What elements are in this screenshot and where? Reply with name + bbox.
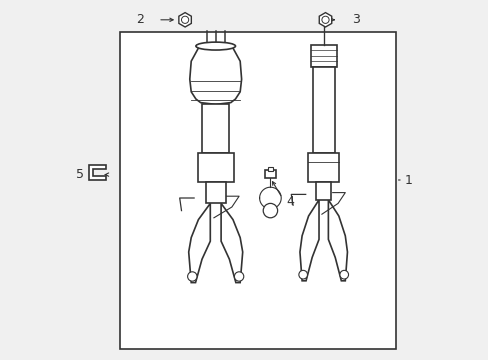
Bar [264,170,276,178]
Bar [307,153,339,182]
Text: 3: 3 [352,13,360,26]
Text: 4: 4 [285,195,293,208]
Circle shape [263,203,277,218]
Circle shape [321,16,328,23]
Bar [312,67,334,153]
Circle shape [181,16,188,23]
Bar [267,167,273,171]
Ellipse shape [196,42,235,50]
Polygon shape [188,203,210,283]
Text: 5: 5 [76,168,84,181]
Polygon shape [189,46,241,104]
Polygon shape [89,165,106,180]
Bar [205,182,225,203]
Text: 1: 1 [404,174,411,186]
Text: 2: 2 [136,13,143,26]
Polygon shape [319,13,331,27]
Bar [197,153,233,182]
Polygon shape [179,13,191,27]
Circle shape [234,272,244,281]
Circle shape [187,272,197,281]
Bar [120,32,395,349]
Circle shape [298,270,307,279]
Polygon shape [328,200,347,281]
Bar [310,45,336,67]
Bar [316,182,330,200]
Circle shape [339,270,348,279]
Polygon shape [221,203,242,283]
Polygon shape [299,200,318,281]
Bar [202,104,229,153]
